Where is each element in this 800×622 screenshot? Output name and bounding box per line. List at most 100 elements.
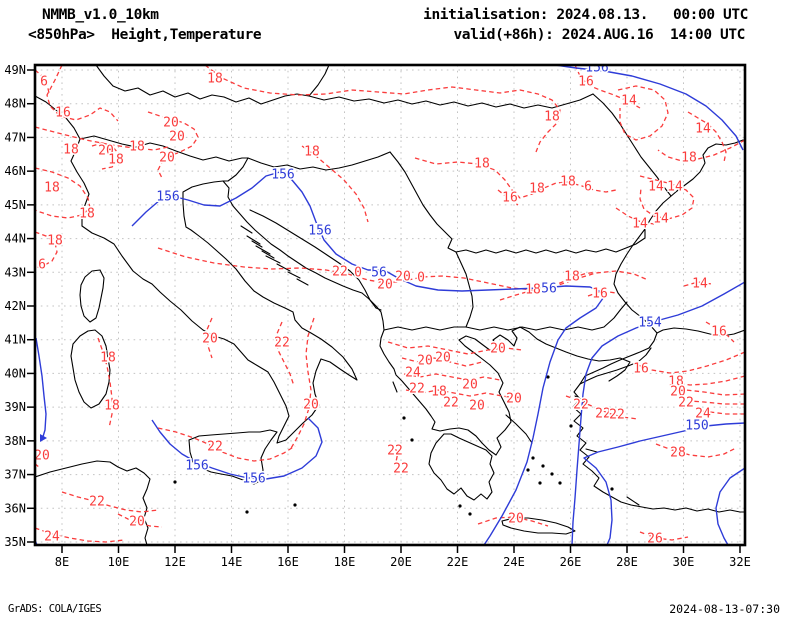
lon-tick-label: 16E	[277, 555, 299, 569]
temp-contour-label: 20	[506, 392, 522, 407]
grads-stamp: GrADS: COLA/IGES	[8, 603, 102, 615]
temp-contour-label: 20	[159, 151, 175, 166]
temp-contour-label: 16	[502, 191, 518, 206]
temp-contour-label: 20	[303, 398, 319, 413]
lon-tick-label: 22E	[447, 555, 469, 569]
temp-contour-label: 20	[417, 354, 433, 369]
temp-contour-label: 18	[681, 151, 697, 166]
lat-tick-label: 49N	[4, 63, 26, 77]
temp-contour-label: 20	[98, 144, 114, 159]
temp-contour-label: 14	[648, 180, 664, 195]
temp-contour-label: 20	[508, 512, 524, 527]
temp-contour-label: 6	[38, 258, 46, 273]
temp-contour-label: 18	[79, 207, 95, 222]
lat-tick-label: 39N	[4, 400, 26, 414]
model-title: NMMB_v1.0_10km	[42, 7, 159, 23]
temp-contour-label: 18	[529, 182, 545, 197]
temp-contour-label: 22	[89, 495, 105, 510]
lon-tick-label: 24E	[503, 555, 525, 569]
height-contour-label: 156	[585, 61, 608, 76]
field-title: <850hPa> Height,Temperature	[28, 27, 262, 43]
lon-tick-label: 12E	[164, 555, 186, 569]
temp-contour-label: 20	[670, 385, 686, 400]
temp-contour-label: 14	[621, 94, 637, 109]
temp-contour-label: 20	[377, 278, 393, 293]
lat-tick-label: 46N	[4, 164, 26, 178]
temp-contour-label: 20	[435, 351, 451, 366]
temp-contour-label: 18	[207, 72, 223, 87]
map-frame	[33, 63, 747, 547]
temp-contour-label: 14	[632, 217, 648, 232]
temp-contour-label: 14	[695, 122, 711, 137]
height-contour-label: 156	[156, 190, 179, 205]
temp-contour-label: 22	[678, 396, 694, 411]
temp-contour-label: 22	[332, 265, 348, 280]
lat-tick-label: 48N	[4, 97, 26, 111]
temp-contour-label: 22	[409, 382, 425, 397]
temp-contour-label: 18	[304, 145, 320, 160]
lat-tick-label: 38N	[4, 434, 26, 448]
lat-tick-label: 40N	[4, 366, 26, 380]
temp-contour-label: 14	[692, 277, 708, 292]
temp-contour-label: 22	[393, 462, 409, 477]
height-contour-label: 156	[242, 472, 265, 487]
lat-tick-label: 47N	[4, 130, 26, 144]
lon-tick-label: 26E	[560, 555, 582, 569]
temp-contour-label: 22	[207, 440, 223, 455]
height-contour-label: 156	[271, 168, 294, 183]
temp-contour-label: 20	[202, 332, 218, 347]
temp-contour-label: 16	[711, 325, 727, 340]
height-contour-label: 154	[638, 316, 662, 331]
init-time: initialisation: 2024.08.13. 00:00 UTC	[423, 7, 748, 23]
temp-contour-label: 18	[104, 399, 120, 414]
temp-contour-label: 24	[44, 530, 60, 545]
axis-ticks-labels: 49N 48N 47N 46N 45N 44N 43N 42N 41N 40N 39N 38N 37N 3…	[4, 63, 751, 569]
temp-contour-label: 28	[670, 446, 686, 461]
lat-tick-label: 41N	[4, 333, 26, 347]
lat-tick-label: 43N	[4, 265, 26, 279]
lat-lon-grid	[35, 65, 745, 545]
temp-contour-label: 20	[490, 342, 506, 357]
lat-tick-label: 45N	[4, 198, 26, 212]
temp-contour-label: 20	[462, 378, 478, 393]
temp-contour-label: 14	[653, 212, 669, 227]
temp-contour-label: 14	[667, 180, 683, 195]
temp-contour-label: 22	[274, 336, 290, 351]
creation-timestamp: 2024-08-13-07:30	[669, 602, 780, 616]
lat-tick-label: 35N	[4, 535, 26, 549]
lon-tick-label: 20E	[390, 555, 412, 569]
temp-contour-label: 22	[443, 396, 459, 411]
temp-contour-label: 18	[560, 175, 576, 190]
height-contour-label: 156	[185, 459, 208, 474]
height-contours	[35, 65, 745, 545]
height-contour-label: 56	[541, 282, 557, 297]
valid-time: valid(+86h): 2024.AUG.16 14:00 UTC	[453, 27, 745, 43]
temp-contour-label: 18	[431, 385, 447, 400]
temp-contour-label: 16	[55, 106, 71, 121]
lon-tick-label: 18E	[334, 555, 356, 569]
temp-contour-label: 18	[47, 234, 63, 249]
temp-contour-label: 20	[395, 270, 411, 285]
lat-tick-label: 44N	[4, 232, 26, 246]
temp-contour-label: 20	[169, 130, 185, 145]
lon-tick-label: 10E	[108, 555, 130, 569]
lon-tick-label: 30E	[673, 555, 695, 569]
temp-contour-label: 18	[564, 270, 580, 285]
temp-contour-label: 20	[469, 399, 485, 414]
temp-contour-label: 18	[100, 351, 116, 366]
temp-contour-label: 18	[668, 375, 684, 390]
height-contour-label: 150	[685, 419, 708, 434]
lat-tick-label: 37N	[4, 468, 26, 482]
lon-tick-label: 8E	[55, 555, 69, 569]
temperature-contours	[35, 65, 745, 543]
temp-contour-label: 16	[578, 75, 594, 90]
temp-contour-label: 0	[417, 271, 425, 286]
temp-contour-label: 6	[40, 75, 48, 90]
lat-tick-label: 42N	[4, 299, 26, 313]
temp-contour-label: 24	[695, 407, 711, 422]
temp-contour-label: 16	[592, 287, 608, 302]
height-contour-label: 156	[308, 224, 331, 239]
